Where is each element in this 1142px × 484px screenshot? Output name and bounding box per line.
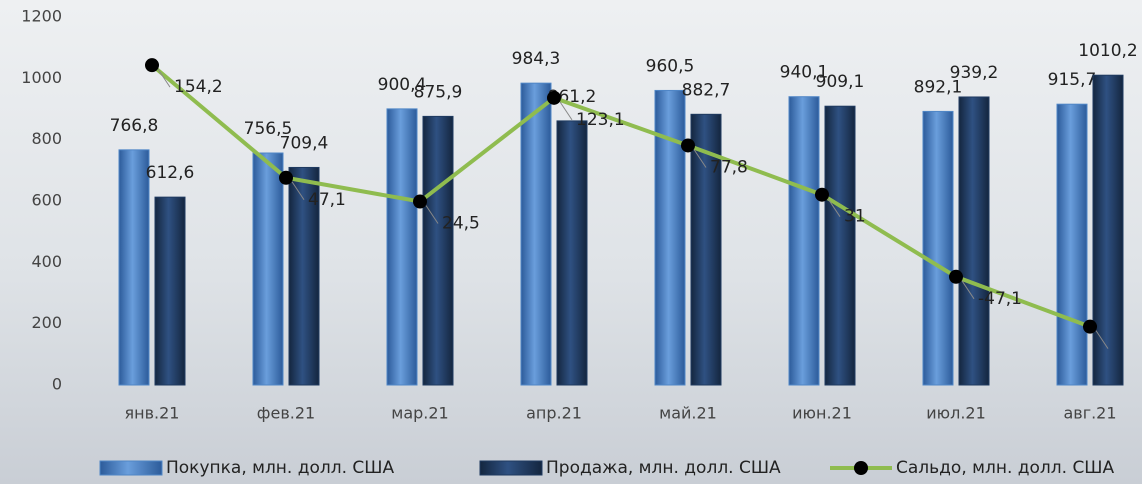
bar [1057, 104, 1087, 385]
x-tick-label: май.21 [659, 404, 717, 423]
y-tick-label: 600 [31, 191, 62, 210]
data-label: 1010,2 [1078, 41, 1137, 61]
line-marker [413, 195, 427, 209]
bar [423, 116, 453, 385]
bar [557, 121, 587, 385]
legend-swatch [480, 461, 542, 475]
chart: 0 200 400 600 800 1000 1200 янв.21 фев.21 мар.21 а… [0, 0, 1142, 484]
data-label: 31 [844, 207, 866, 227]
y-tick-label: 1200 [21, 7, 62, 26]
bar [119, 150, 149, 385]
bar [959, 97, 989, 385]
line-marker [681, 138, 695, 152]
data-label: 123,1 [576, 110, 625, 130]
legend-swatch [100, 461, 162, 475]
data-label: 960,5 [646, 56, 695, 76]
y-tick-label: 1000 [21, 68, 62, 87]
bar [923, 111, 953, 385]
data-label: 984,3 [512, 49, 561, 69]
data-label: 939,2 [950, 63, 999, 83]
legend-label: Продажа, млн. долл. США [546, 458, 781, 478]
legend-label: Сальдо, млн. долл. США [896, 458, 1114, 478]
data-label: 612,6 [146, 163, 195, 183]
data-label: 709,4 [280, 133, 329, 153]
data-label: 766,8 [110, 116, 159, 136]
data-label: 875,9 [414, 82, 463, 102]
data-label: 882,7 [682, 80, 731, 100]
legend-label: Покупка, млн. долл. США [166, 458, 394, 478]
line-marker [145, 58, 159, 72]
y-tick-label: 0 [52, 375, 62, 394]
data-label: 47,1 [308, 190, 346, 210]
x-tick-label: июн.21 [792, 404, 852, 423]
line-marker [815, 188, 829, 202]
data-label: 77,8 [710, 157, 748, 177]
data-label: 154,2 [174, 77, 223, 97]
x-tick-label: фев.21 [257, 404, 315, 423]
y-tick-label: 400 [31, 252, 62, 271]
data-label: -47,1 [978, 289, 1022, 309]
x-tick-label: мар.21 [391, 404, 448, 423]
line-marker [279, 171, 293, 185]
bar [789, 97, 819, 385]
bar [155, 197, 185, 385]
bar [253, 153, 283, 385]
y-tick-label: 800 [31, 129, 62, 148]
x-tick-label: авг.21 [1063, 404, 1116, 423]
x-tick-label: янв.21 [125, 404, 180, 423]
data-label: 24,5 [442, 214, 480, 234]
bar [825, 106, 855, 385]
line-marker [949, 270, 963, 284]
line-marker [1083, 320, 1097, 334]
y-tick-label: 200 [31, 313, 62, 332]
legend-marker [854, 461, 868, 475]
x-tick-label: апр.21 [526, 404, 582, 423]
bar [387, 109, 417, 385]
data-label: 909,1 [816, 72, 865, 92]
line-marker [547, 91, 561, 105]
bar [521, 83, 551, 385]
bar [1093, 75, 1123, 385]
x-tick-label: июл.21 [926, 404, 986, 423]
data-label: 915,7 [1048, 70, 1097, 90]
